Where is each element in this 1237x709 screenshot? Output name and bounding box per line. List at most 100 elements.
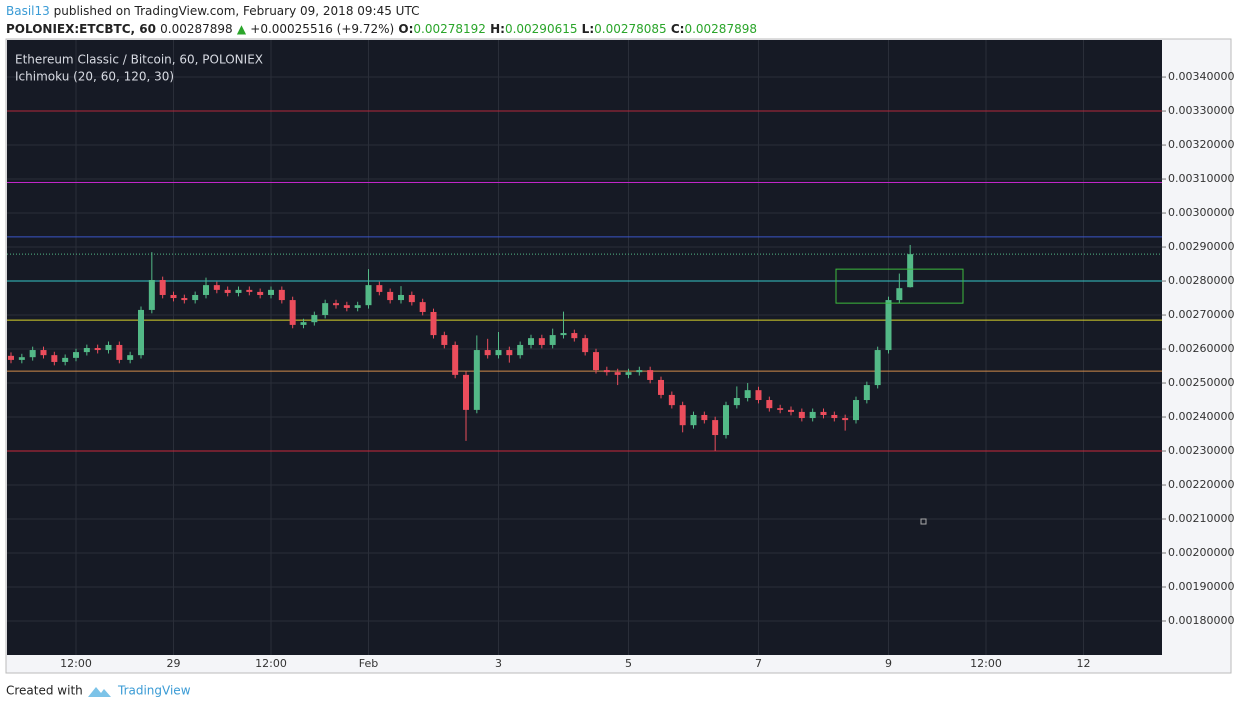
o-label: O: (398, 22, 414, 36)
candle-body (788, 409, 794, 412)
c: 0.00287898 (684, 22, 757, 36)
candle-body (213, 285, 220, 290)
candle-body (246, 289, 253, 292)
candle-body (853, 400, 859, 421)
y-tick-label: 0.00180000 (1168, 614, 1234, 627)
symbol: POLONIEX:ETCBTC, 60 (6, 22, 156, 36)
candle-body (192, 294, 199, 301)
candle-body (690, 414, 697, 426)
candle-body (40, 350, 47, 356)
y-tick-label: 0.00200000 (1168, 546, 1234, 559)
candle-body (29, 350, 36, 358)
candle-body (831, 414, 838, 419)
y-tick-label: 0.00320000 (1168, 138, 1234, 151)
candle-body (159, 280, 166, 295)
candle-body (463, 374, 469, 410)
candle-body (430, 311, 437, 336)
change: +0.00025516 (+9.72%) (250, 22, 395, 36)
candle-body (528, 338, 534, 345)
chart-title: Ethereum Classic / Bitcoin, 60, POLONIEX (15, 53, 263, 67)
candle-body (127, 355, 134, 360)
candle-body (83, 348, 90, 353)
candle-body (798, 411, 805, 419)
cursor-marker (920, 518, 927, 525)
candle-body (766, 400, 773, 409)
target-zone (835, 268, 964, 304)
candle-body (874, 350, 881, 386)
candle-body (495, 350, 502, 356)
logo (88, 687, 111, 697)
candle-body (571, 333, 578, 339)
last: 0.00287898 (160, 22, 233, 36)
brand[interactable]: TradingView (117, 684, 191, 698)
candle-body (723, 405, 729, 436)
published: published on TradingView.com, February 0… (53, 4, 420, 18)
candle-body (300, 322, 307, 325)
l: 0.00278085 (594, 22, 667, 36)
candle-body (755, 390, 762, 401)
candle-body (658, 379, 664, 395)
y-tick-label: 0.00310000 (1168, 172, 1234, 185)
candle-body (647, 370, 654, 380)
candle-body (8, 355, 14, 360)
candle-body (278, 289, 285, 301)
candle-body (538, 338, 545, 345)
candle-body (712, 420, 719, 436)
candle-body (549, 335, 556, 345)
candle-body (62, 357, 69, 362)
x-tick-label: 3 (495, 657, 502, 670)
x-tick-label: 7 (755, 657, 762, 670)
candle-body (863, 385, 870, 401)
y-tick-label: 0.00300000 (1168, 206, 1234, 219)
x-tick-label: 12:00 (60, 657, 92, 670)
footer: Created with TradingView (6, 684, 191, 698)
candle-body (582, 338, 589, 353)
candle-body (322, 303, 329, 316)
h: 0.00290615 (504, 22, 578, 36)
candle-body (668, 394, 675, 406)
author[interactable]: Basil13 (6, 4, 50, 18)
candle-body (268, 289, 274, 295)
candle-body (820, 411, 827, 415)
candle-body (148, 280, 155, 310)
header-line: Basil13 published on TradingView.com, Fe… (6, 4, 419, 18)
up-arrow: ▲ (236, 22, 247, 36)
y-tick-label: 0.00280000 (1168, 274, 1234, 287)
candle-body (636, 370, 643, 373)
o: 0.00278192 (413, 22, 486, 36)
x-tick-label: 12:00 (970, 657, 1002, 670)
candle-body (625, 372, 632, 375)
candle-body (105, 344, 112, 351)
y-tick-label: 0.00230000 (1168, 444, 1234, 457)
candle-body (365, 285, 372, 306)
y-tick-label: 0.00340000 (1168, 70, 1234, 83)
y-tick-label: 0.00240000 (1168, 410, 1234, 423)
x-tick-label: 29 (167, 657, 181, 670)
x-tick-label: 12 (1077, 657, 1091, 670)
c-label: C: (670, 22, 685, 36)
candle-body (744, 390, 751, 398)
candle-body (311, 315, 318, 323)
created-with: Created with (6, 684, 83, 698)
x-tick-label: 9 (885, 657, 892, 670)
quote-line: POLONIEX:ETCBTC, 60 0.00287898 ▲ +0.0002… (6, 22, 757, 36)
candle-body (517, 344, 524, 356)
candle-body (387, 291, 394, 301)
x-tick-label: 5 (625, 657, 632, 670)
candle-body (701, 414, 708, 421)
candle-body (73, 352, 79, 358)
candle-body (18, 357, 25, 360)
candle-body (603, 370, 610, 373)
candle-body (170, 294, 177, 299)
candle-body (116, 344, 123, 360)
candle-body (333, 303, 339, 306)
candle-body (203, 285, 209, 295)
candle-body (679, 405, 686, 426)
candle-body (842, 418, 849, 421)
y-tick-label: 0.00290000 (1168, 240, 1234, 253)
candle-body (441, 335, 448, 345)
candle-body (777, 408, 784, 410)
candle-body (885, 300, 892, 351)
candle-body (896, 288, 903, 301)
